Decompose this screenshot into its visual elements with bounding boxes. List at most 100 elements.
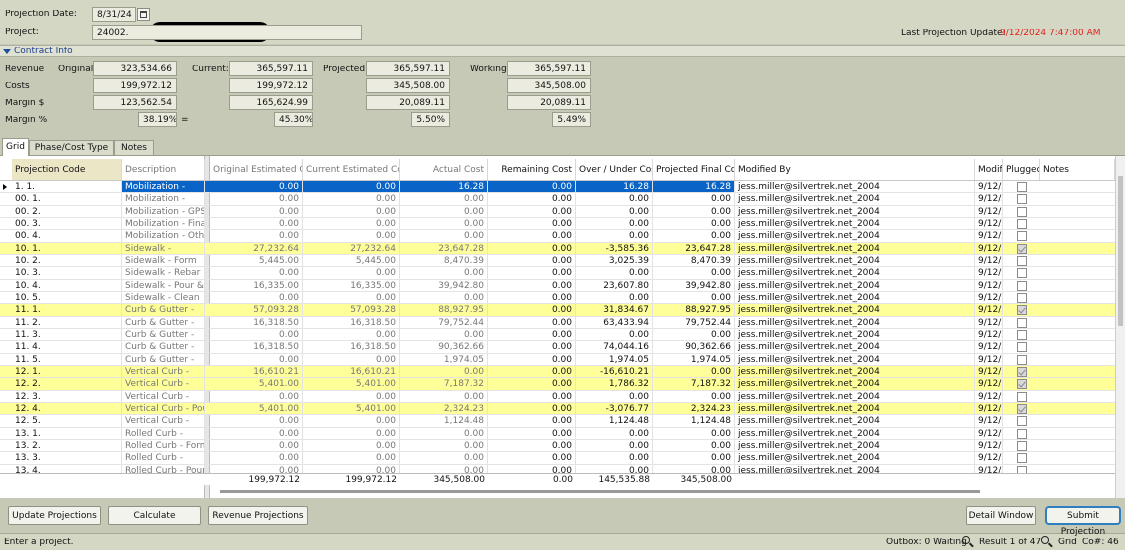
search-icon[interactable] xyxy=(962,536,970,544)
grid-row[interactable]: 00. 2. Mobilization - GPS 0.00 0.00 0.00 0.00… xyxy=(0,205,1115,218)
plugged-checkbox[interactable] xyxy=(1017,379,1027,390)
grid-row[interactable]: 10. 5. Sidewalk - Clean 0.00 0.00 0.00 0.00 0.… xyxy=(0,291,1115,305)
grid-cell: 12. 1. xyxy=(12,365,122,378)
column-header[interactable]: Description xyxy=(122,159,205,180)
plugged-checkbox[interactable] xyxy=(1017,243,1027,254)
grid-cell: 00. 4. xyxy=(12,230,122,242)
vertical-scrollbar[interactable] xyxy=(1115,156,1125,498)
calendar-button[interactable] xyxy=(137,8,150,21)
plugged-checkbox[interactable] xyxy=(1017,391,1027,402)
column-header[interactable]: Modified By xyxy=(735,159,975,180)
plugged-checkbox[interactable] xyxy=(1017,403,1027,414)
grid-cell: 0.00 xyxy=(303,181,400,193)
button[interactable]: Calculate xyxy=(108,506,201,525)
plugged-checkbox[interactable] xyxy=(1017,342,1027,353)
button[interactable]: Revenue Projections xyxy=(208,506,308,525)
grid-row[interactable]: 12. 5. Vertical Curb -0.00 0.00 1,124.48 0.0… xyxy=(0,415,1115,428)
column-header[interactable]: Current Estimated Cost xyxy=(303,159,400,180)
column-header[interactable]: Remaining Cost xyxy=(488,159,576,180)
column-header[interactable]: Original Estimated Cost xyxy=(210,159,303,180)
plugged-checkbox[interactable] xyxy=(1017,194,1027,205)
grid-row[interactable]: 13. 3. Rolled Curb -0.00 0.00 0.00 0.00 0.00 0… xyxy=(0,452,1115,465)
grid-cell: Curb & Gutter - xyxy=(122,316,205,328)
grid-cell: 11. 1. xyxy=(12,304,122,316)
column-header[interactable]: Projection Code xyxy=(12,159,122,180)
plugged-checkbox[interactable] xyxy=(1017,182,1027,192)
grid-row[interactable]: 12. 2. Vertical Curb -5,401.00 5,401.00 7,1… xyxy=(0,378,1115,391)
search-icon[interactable] xyxy=(1041,536,1049,544)
grid-row[interactable]: 10. 1. Sidewalk -27,232.64 27,232.64 23,647… xyxy=(0,242,1115,255)
plugged-checkbox[interactable] xyxy=(1017,255,1027,266)
plugged-checkbox[interactable] xyxy=(1017,453,1027,464)
grid-row[interactable]: 11. 2. Curb & Gutter -16,318.50 16,318.50 7… xyxy=(0,316,1115,329)
tab[interactable]: Phase/Cost Type xyxy=(29,140,114,155)
grid-cell: 1,974.05 xyxy=(576,353,653,365)
column-header[interactable]: Notes xyxy=(1040,159,1115,180)
plugged-checkbox[interactable] xyxy=(1017,280,1027,291)
grid-row[interactable]: 13. 2. Rolled Curb - Form 0.00 0.00 0.00 0.00… xyxy=(0,439,1115,453)
grid-row[interactable]: 12. 3. Vertical Curb -0.00 0.00 0.00 0.00 0.0… xyxy=(0,390,1115,403)
scroll-thumb[interactable] xyxy=(1118,176,1123,326)
grid-row[interactable]: 13. 4. Rolled Curb - Pour 0.00 0.00 0.00 0.00… xyxy=(0,464,1115,473)
grid-row[interactable]: 10. 4. Sidewalk - Pour & 16,335.00 16,335.0… xyxy=(0,279,1115,292)
button[interactable]: Submit Projection xyxy=(1045,506,1121,537)
plugged-checkbox[interactable] xyxy=(1017,218,1027,229)
plugged-checkbox[interactable] xyxy=(1017,292,1027,303)
grid-cell: Mobilization - xyxy=(122,193,205,205)
grid-row[interactable]: 12. 1. Vertical Curb -16,610.21 16,610.21 0… xyxy=(0,365,1115,379)
grid-row[interactable]: 10. 3. Sidewalk - Rebar 0.00 0.00 0.00 0.00 0.… xyxy=(0,267,1115,280)
plugged-checkbox[interactable] xyxy=(1017,366,1027,377)
plugged-checkbox[interactable] xyxy=(1017,231,1027,242)
grid-row[interactable]: 12. 4. Vertical Curb - Pour 5,401.00 5,401.… xyxy=(0,402,1115,416)
tab[interactable]: Notes xyxy=(114,140,154,155)
plugged-checkbox[interactable] xyxy=(1017,268,1027,279)
button[interactable]: Detail Window xyxy=(966,506,1036,525)
plugged-checkbox[interactable] xyxy=(1017,428,1027,439)
column-header[interactable]: Actual Cost xyxy=(400,159,488,180)
contract-info-bar[interactable] xyxy=(0,45,1125,57)
grid-row[interactable]: 10. 2. Sidewalk - Form 5,445.00 5,445.00 8,4… xyxy=(0,254,1115,268)
plugged-checkbox[interactable] xyxy=(1017,317,1027,328)
grid-cell: 88,927.95 xyxy=(653,304,735,316)
grid-cell: 0.00 xyxy=(303,267,400,279)
column-header[interactable]: Plugged xyxy=(1003,159,1040,180)
grid-cell: 0.00 xyxy=(576,464,653,473)
grid-cell: 9/12/24 xyxy=(975,415,1003,427)
plugged-checkbox[interactable] xyxy=(1017,416,1027,427)
column-header[interactable]: Projected Final Cost xyxy=(653,159,735,180)
totals-row: 199,972.12 199,972.12 345,508.00 0.00 145,53… xyxy=(0,473,1115,485)
project-field[interactable]: 24002. xyxy=(92,25,362,40)
grid-cell: 0.00 xyxy=(488,242,576,254)
grid-row[interactable]: 00. 1. Mobilization -0.00 0.00 0.00 0.00 0.00… xyxy=(0,193,1115,206)
grid-row[interactable]: 11. 4. Curb & Gutter -16,318.50 16,318.50 9… xyxy=(0,341,1115,354)
grid-cell: 0.00 xyxy=(653,328,735,341)
grid-cell: 10. 4. xyxy=(12,279,122,291)
column-header[interactable]: Modified Date xyxy=(975,159,1003,180)
plugged-checkbox[interactable] xyxy=(1017,305,1027,316)
grid-row[interactable]: 00. 3. Mobilization - Final 0.00 0.00 0.00 0.… xyxy=(0,217,1115,231)
plugged-checkbox[interactable] xyxy=(1017,465,1027,473)
summary-value: 45.30% xyxy=(274,112,313,127)
plugged-checkbox[interactable] xyxy=(1017,354,1027,365)
plugged-checkbox[interactable] xyxy=(1017,329,1027,340)
grid-cell: Vertical Curb - xyxy=(122,390,205,402)
grid-row[interactable]: 11. 1. Curb & Gutter -57,093.28 57,093.28 8… xyxy=(0,304,1115,317)
grid-cell: 0.00 xyxy=(303,439,400,452)
button[interactable]: Update Projections xyxy=(8,506,101,525)
grid-cell: 00. 3. xyxy=(12,217,122,230)
grid-row[interactable]: 13. 1. Rolled Curb -0.00 0.00 0.00 0.00 0.00 0… xyxy=(0,427,1115,440)
grid-cell: 13. 2. xyxy=(12,439,122,452)
plugged-checkbox[interactable] xyxy=(1017,440,1027,451)
column-header[interactable]: Over / Under Cost xyxy=(576,159,653,180)
grid-cell: 0.00 xyxy=(303,193,400,205)
grid-cell: 1,124.48 xyxy=(576,415,653,427)
plugged-checkbox[interactable] xyxy=(1017,206,1027,217)
grid-row[interactable]: 11. 5. Curb & Gutter -0.00 0.00 1,974.05 0.0… xyxy=(0,353,1115,366)
date-field[interactable]: 8/31/24 xyxy=(92,7,136,22)
grid-row[interactable]: 11. 3. Curb & Gutter -0.00 0.00 0.00 0.00 0.0… xyxy=(0,328,1115,342)
grid-row[interactable]: 00. 4. Mobilization - Other 0.00 0.00 0.00 0.… xyxy=(0,230,1115,243)
grid-row[interactable]: 1. 1. Mobilization -0.00 0.00 16.28 0.00 16.2… xyxy=(0,181,1115,194)
tab[interactable]: Grid xyxy=(2,138,29,156)
margin-marker: = xyxy=(181,116,189,125)
horizontal-scrollbar[interactable] xyxy=(220,490,980,493)
